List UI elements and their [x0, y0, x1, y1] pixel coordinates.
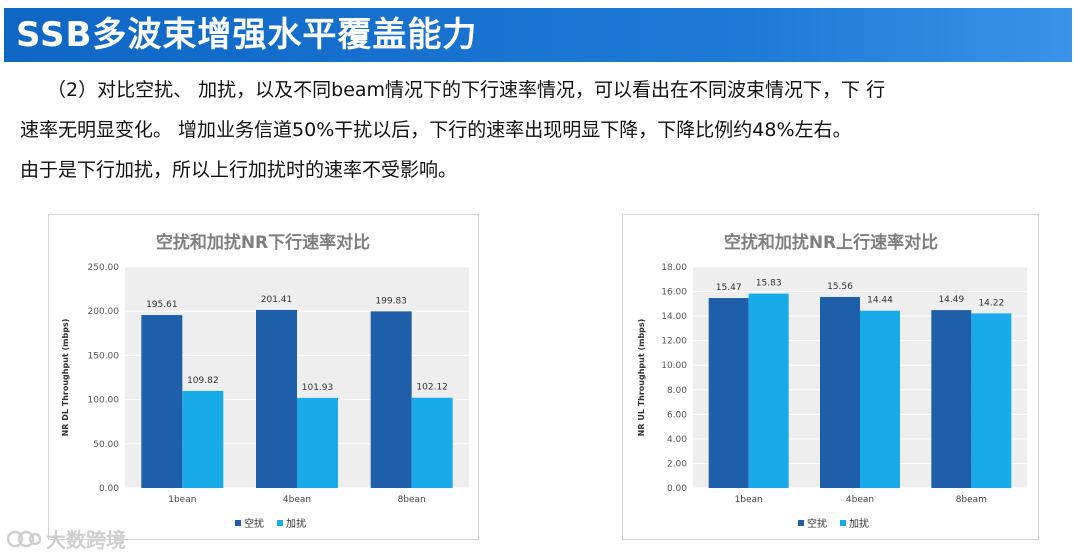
y-tick-label: 50.00: [93, 440, 119, 450]
y-tick-label: 16.00: [661, 288, 687, 298]
bar: [256, 309, 297, 488]
description-paragraph: （2）对比空扰、 加扰，以及不同beam情况下的下行速率情况，可以看出在不同波束…: [20, 70, 1065, 190]
data-label: 15.83: [756, 279, 782, 289]
data-label: 109.82: [187, 376, 219, 386]
legend-label: 空扰: [807, 517, 827, 530]
y-tick-label: 2.00: [667, 459, 687, 469]
y-tick-label: 250.00: [88, 263, 120, 273]
paragraph-line-1: （2）对比空扰、 加扰，以及不同beam情况下的下行速率情况，可以看出在不同波束…: [47, 79, 886, 101]
y-tick-label: 100.00: [88, 396, 120, 406]
legend-label: 加扰: [286, 517, 306, 530]
bar: [411, 397, 453, 488]
legend-swatch: [840, 520, 846, 526]
legend-label: 加扰: [849, 517, 869, 530]
bar: [141, 315, 183, 488]
bar: [748, 293, 789, 488]
bar: [182, 390, 224, 488]
data-label: 199.83: [375, 296, 407, 306]
x-tick-label: 8bean: [398, 495, 426, 505]
data-label: 15.56: [827, 282, 853, 292]
chart-title: 空扰和加扰NR下行速率对比: [156, 232, 370, 253]
legend-swatch: [798, 520, 804, 526]
y-tick-label: 150.00: [88, 351, 120, 361]
paragraph-line-3: 由于是下行加扰，所以上行加扰时的速率不受影响。: [20, 159, 458, 181]
downlink-chart: 空扰和加扰NR下行速率对比 0.00 50.00 100.00 150.00 200.00…: [48, 214, 479, 540]
bar: [820, 296, 860, 488]
data-label: 14.22: [978, 298, 1004, 308]
uplink-chart: 空扰和加扰NR上行速率对比 0.00 2.00 4.00 6.00 8.00 10.00 12…: [622, 214, 1039, 540]
x-tick-label: 1bean: [168, 495, 196, 505]
bar: [971, 313, 1012, 488]
legend-swatch: [235, 520, 241, 526]
x-tick-label: 1bean: [735, 495, 763, 505]
chart-title: 空扰和加扰NR上行速率对比: [724, 232, 938, 253]
x-tick-label: 4bean: [846, 495, 874, 505]
uplink-chart-svg: 空扰和加扰NR上行速率对比 0.00 2.00 4.00 6.00 8.00 10.00 12…: [637, 232, 1027, 530]
y-tick-label: 4.00: [667, 435, 687, 445]
data-label: 201.41: [261, 295, 293, 305]
x-tick-label: 8beam: [956, 495, 987, 505]
x-tick-label: 4bean: [283, 495, 311, 505]
y-tick-label: 10.00: [661, 361, 687, 371]
bar: [931, 310, 972, 488]
watermark-text: 大数跨境: [46, 528, 126, 552]
title-bar: SSB多波束增强水平覆盖能力: [0, 0, 1080, 66]
y-tick-label: 0.00: [667, 484, 687, 494]
bar: [708, 298, 749, 488]
data-label: 102.12: [416, 383, 448, 393]
data-label: 14.44: [867, 296, 893, 306]
y-tick-label: 8.00: [667, 386, 687, 396]
watermark: 大数跨境: [6, 524, 126, 555]
y-tick-label: 200.00: [88, 307, 120, 317]
data-label: 15.47: [716, 283, 742, 293]
y-tick-label: 12.00: [661, 337, 687, 347]
y-tick-label: 14.00: [661, 312, 687, 322]
y-tick-label: 6.00: [667, 410, 687, 420]
data-label: 14.49: [938, 295, 964, 305]
legend-swatch: [277, 520, 283, 526]
data-label: 195.61: [146, 300, 178, 310]
y-tick-label: 18.00: [661, 263, 687, 273]
page-title: SSB多波束增强水平覆盖能力: [16, 15, 478, 55]
paragraph-line-2: 速率无明显变化。 增加业务信道50%干扰以后，下行的速率出现明显下降，下降比例约…: [20, 119, 852, 141]
bar: [860, 310, 900, 488]
watermark-logo-icon: [6, 528, 42, 555]
bar: [370, 311, 412, 488]
y-tick-label: 0.00: [99, 484, 119, 494]
y-axis-label: NR DL Throughput (mbps): [61, 319, 70, 437]
data-label: 101.93: [302, 383, 334, 393]
bar: [297, 397, 338, 488]
y-axis-label: NR UL Throughput (mbps): [637, 319, 646, 437]
legend-label: 空扰: [244, 517, 264, 530]
title-band: [4, 8, 1072, 62]
downlink-chart-svg: 空扰和加扰NR下行速率对比 0.00 50.00 100.00 150.00 200.00…: [61, 232, 469, 530]
